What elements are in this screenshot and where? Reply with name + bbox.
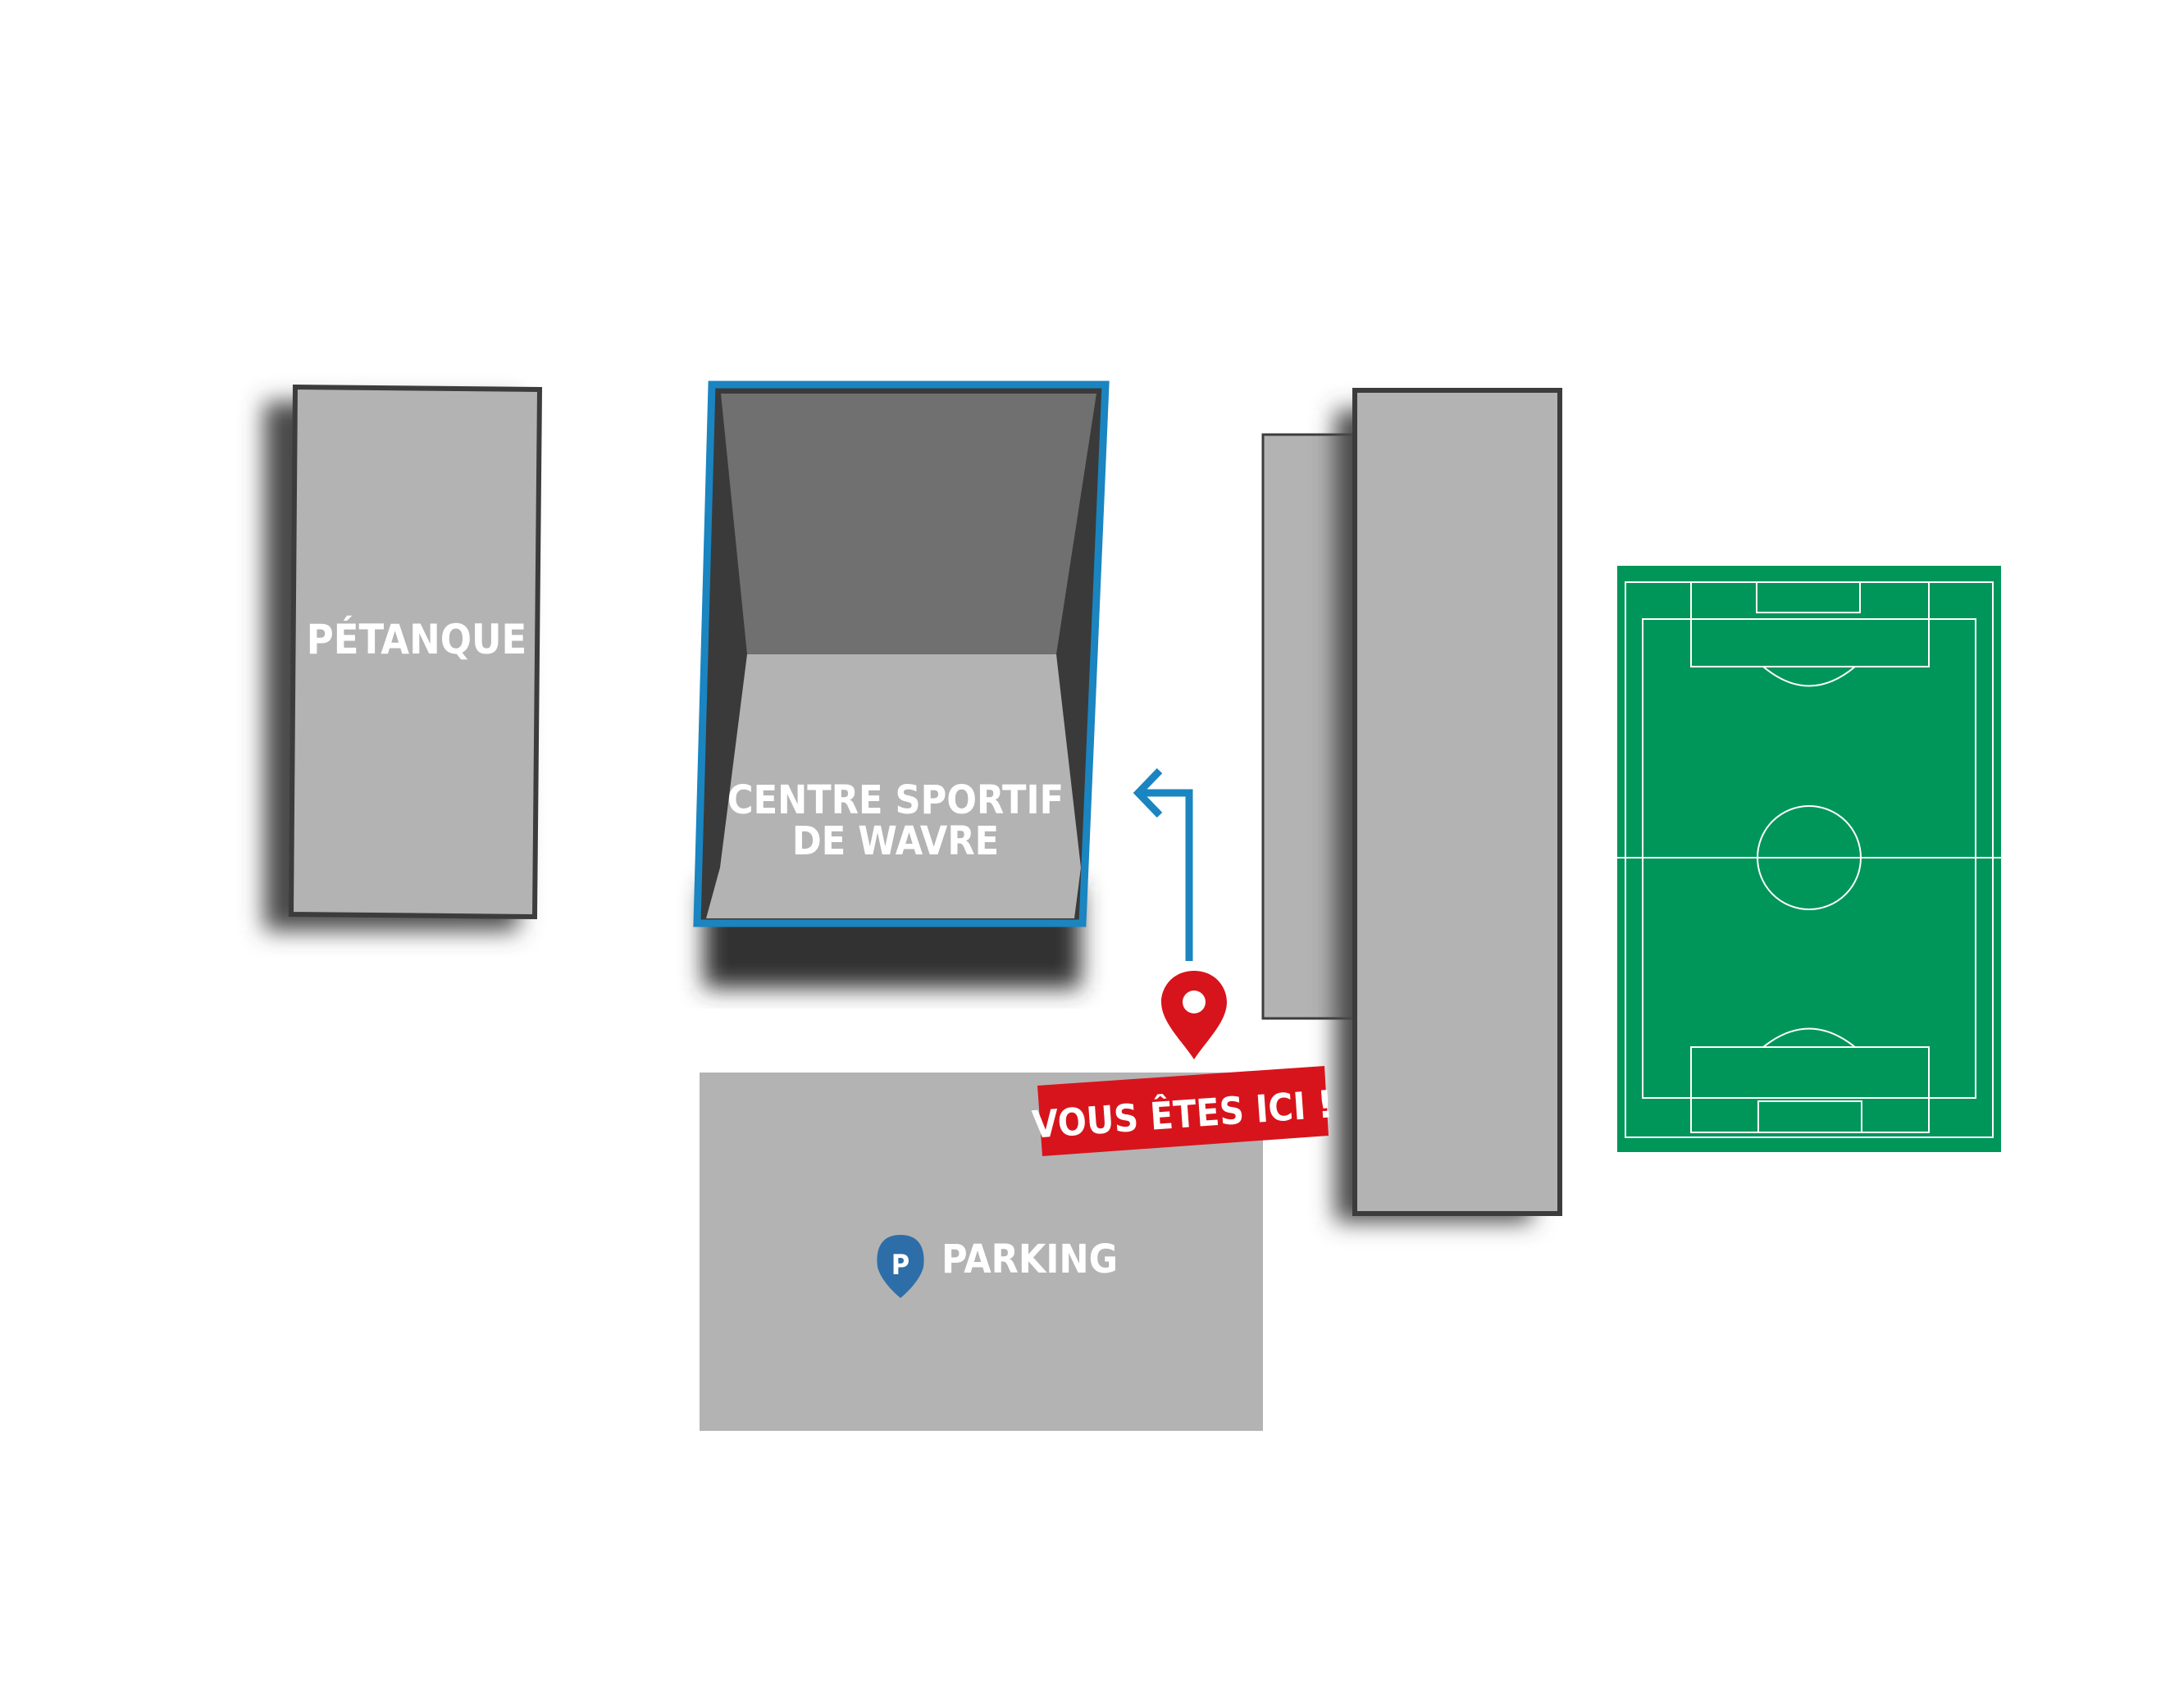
football-pitch[interactable] (1617, 566, 2001, 1152)
centre-sportif-building[interactable]: CENTRE SPORTIF DE WAVRE (693, 380, 1110, 988)
tall-building[interactable] (1335, 388, 1562, 1222)
pitch-centre-circle (1757, 805, 1862, 910)
you-are-here-banner: VOUS ÊTES ICI ! (1031, 1066, 1334, 1156)
pitch-arc-bottom (1762, 1027, 1856, 1048)
petanque-building[interactable]: PÉTANQUE (264, 384, 543, 931)
pitch-goal-box-bottom (1757, 1100, 1862, 1133)
parking-label: PARKING (941, 1237, 1118, 1282)
pitch-surface (1617, 566, 2001, 1152)
map-pin-icon (1161, 971, 1227, 1059)
centre-label-line2: DE WAVRE (792, 818, 999, 864)
arrow-path-icon (1133, 767, 1193, 961)
pitch-goal-box-top (1756, 581, 1861, 613)
pitch-arc-top (1762, 666, 1856, 687)
centre-floor (706, 654, 1081, 918)
petanque-block (288, 384, 543, 920)
tall-block (1352, 388, 1562, 1216)
centre-label-line1: CENTRE SPORTIF (727, 777, 1064, 823)
parking-pin-icon: P (877, 1235, 924, 1298)
petanque-label: PÉTANQUE (307, 615, 527, 663)
centre-back-wall (721, 394, 1096, 654)
parking-pin-letter: P (891, 1249, 909, 1282)
